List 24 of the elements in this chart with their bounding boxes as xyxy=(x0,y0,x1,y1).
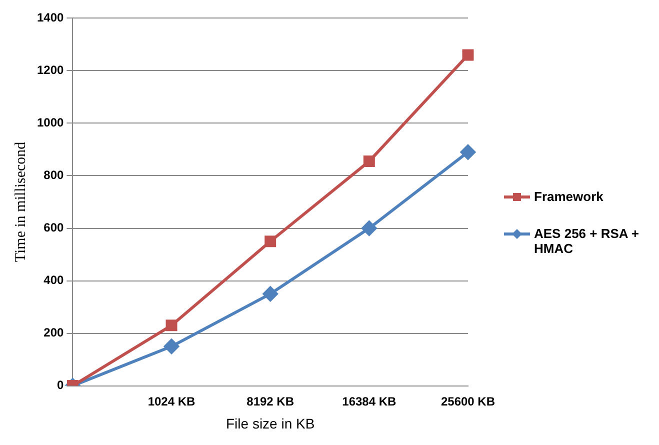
point xyxy=(164,338,180,354)
y-tick-label: 800 xyxy=(44,168,64,182)
y-tick-label: 0 xyxy=(57,378,64,392)
x-tick-label: 16384 KB xyxy=(342,394,397,408)
legend-label: Framework xyxy=(534,189,604,204)
legend-label: AES 256 + RSA + HMAC xyxy=(534,226,640,256)
x-tick-label: 25600 KB xyxy=(440,394,496,408)
x-tick-label: 1024 KB xyxy=(148,394,196,408)
point xyxy=(460,144,476,160)
x-tick-label: 8192 KB xyxy=(246,394,294,408)
point xyxy=(166,320,178,332)
y-axis-title: Time in millisecond xyxy=(12,141,29,262)
y-tick-label: 1000 xyxy=(36,116,64,130)
x-axis-title: File size in KB xyxy=(226,415,315,432)
point xyxy=(264,236,276,248)
point xyxy=(362,220,377,236)
y-tick-label: 1200 xyxy=(36,63,64,78)
y-tick-label: 1400 xyxy=(36,10,64,25)
point xyxy=(462,49,474,61)
point xyxy=(363,156,375,168)
point xyxy=(262,286,278,302)
y-tick-label: 200 xyxy=(44,326,64,340)
y-tick-label: 600 xyxy=(44,220,64,235)
y-tick-label: 400 xyxy=(44,273,64,288)
